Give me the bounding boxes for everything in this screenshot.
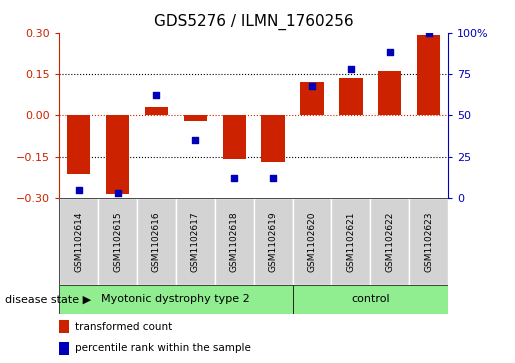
- Bar: [222, 115, 246, 159]
- Bar: [59, 198, 98, 285]
- Bar: [215, 198, 253, 285]
- Point: [191, 137, 199, 143]
- Point: [75, 187, 83, 192]
- Bar: [332, 198, 370, 285]
- Text: control: control: [351, 294, 389, 305]
- Text: percentile rank within the sample: percentile rank within the sample: [75, 343, 251, 354]
- Text: GSM1102619: GSM1102619: [269, 211, 278, 272]
- Bar: [137, 198, 176, 285]
- Text: Myotonic dystrophy type 2: Myotonic dystrophy type 2: [101, 294, 250, 305]
- Bar: [262, 115, 285, 162]
- Text: GSM1102622: GSM1102622: [385, 211, 394, 272]
- Text: GSM1102618: GSM1102618: [230, 211, 238, 272]
- Bar: [59, 320, 69, 333]
- Text: disease state ▶: disease state ▶: [5, 294, 91, 305]
- Text: GSM1102617: GSM1102617: [191, 211, 200, 272]
- Text: GSM1102621: GSM1102621: [347, 211, 355, 272]
- Text: transformed count: transformed count: [75, 322, 172, 332]
- Bar: [293, 285, 448, 314]
- Point: [230, 175, 238, 181]
- Text: GSM1102615: GSM1102615: [113, 211, 122, 272]
- Title: GDS5276 / ILMN_1760256: GDS5276 / ILMN_1760256: [154, 14, 353, 30]
- Bar: [378, 71, 401, 115]
- Text: GSM1102614: GSM1102614: [74, 211, 83, 272]
- Bar: [300, 82, 323, 115]
- Text: GSM1102616: GSM1102616: [152, 211, 161, 272]
- Bar: [293, 198, 332, 285]
- Point: [386, 50, 394, 56]
- Bar: [67, 115, 90, 175]
- Bar: [98, 198, 137, 285]
- Text: GSM1102620: GSM1102620: [307, 211, 316, 272]
- Point: [308, 83, 316, 89]
- Bar: [409, 198, 448, 285]
- Bar: [370, 198, 409, 285]
- Point: [113, 190, 122, 196]
- Bar: [145, 107, 168, 115]
- Bar: [184, 115, 207, 121]
- Point: [269, 175, 277, 181]
- Bar: [339, 78, 363, 115]
- Point: [424, 30, 433, 36]
- Bar: [106, 115, 129, 194]
- Bar: [176, 198, 215, 285]
- Point: [347, 66, 355, 72]
- Bar: [417, 36, 440, 115]
- Bar: [253, 198, 293, 285]
- Text: GSM1102623: GSM1102623: [424, 211, 433, 272]
- Point: [152, 93, 161, 98]
- Bar: [59, 342, 69, 355]
- Bar: [59, 285, 293, 314]
